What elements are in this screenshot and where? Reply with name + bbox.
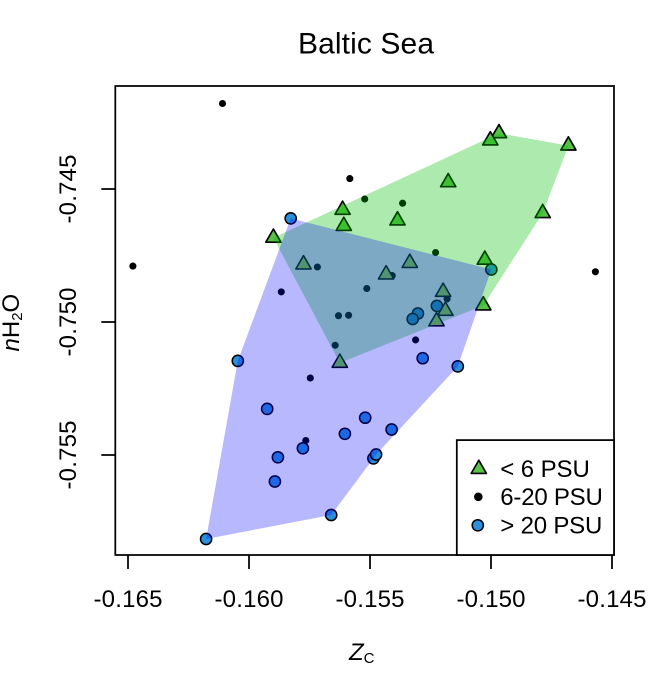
svg-text:-0.160: -0.160 — [215, 586, 284, 613]
svg-text:-0.755: -0.755 — [55, 421, 82, 490]
svg-text:ZC: ZC — [348, 639, 375, 667]
svg-text:-0.750: -0.750 — [55, 288, 82, 357]
svg-text:-0.165: -0.165 — [94, 586, 163, 613]
svg-text:-0.145: -0.145 — [578, 586, 647, 613]
svg-text:> 20 PSU: > 20 PSU — [500, 513, 602, 540]
svg-text:-0.745: -0.745 — [55, 155, 82, 224]
svg-text:-0.150: -0.150 — [457, 586, 526, 613]
svg-text:nH2O: nH2O — [0, 294, 26, 352]
svg-text:6-20 PSU: 6-20 PSU — [500, 484, 603, 511]
svg-text:-0.155: -0.155 — [336, 586, 405, 613]
svg-text:Baltic Sea: Baltic Sea — [298, 28, 434, 61]
svg-text:< 6 PSU: < 6 PSU — [500, 456, 590, 483]
